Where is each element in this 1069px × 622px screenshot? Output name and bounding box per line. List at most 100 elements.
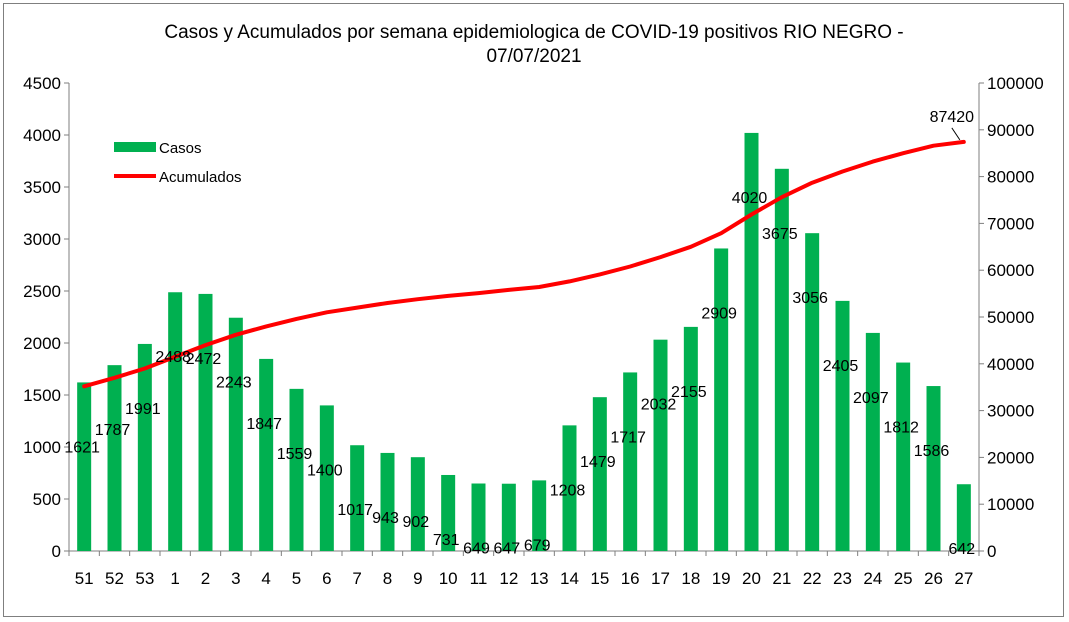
x-tick-label: 15: [590, 569, 609, 588]
data-label-casos: 1717: [610, 429, 646, 446]
y-left-tick-label: 4500: [23, 74, 61, 93]
bar-series-casos: [77, 132, 971, 552]
data-label-casos: 2032: [641, 397, 677, 414]
x-tick-label: 8: [383, 569, 392, 588]
y-left-tick-label: 1500: [23, 386, 61, 405]
bar-casos: [350, 445, 365, 551]
y-left-tick-label: 2000: [23, 334, 61, 353]
bar-casos: [501, 483, 516, 551]
legend-swatch-casos: [114, 142, 156, 152]
bar-casos: [623, 372, 638, 551]
data-label-casos: 4020: [732, 190, 768, 207]
x-tick-label: 4: [261, 569, 270, 588]
bar-casos: [532, 480, 547, 551]
bar-casos: [744, 132, 759, 552]
x-tick-label: 51: [75, 569, 94, 588]
legend-label-casos: Casos: [159, 140, 202, 157]
x-tick-label: 5: [292, 569, 301, 588]
bar-casos: [865, 332, 880, 551]
bar-casos: [410, 457, 425, 551]
data-label-casos: 647: [493, 541, 520, 558]
bar-casos: [835, 300, 850, 551]
x-tick-label: 25: [894, 569, 913, 588]
y-left-tick-label: 3000: [23, 230, 61, 249]
data-label-casos: 2243: [216, 375, 252, 392]
data-label-casos: 2097: [853, 390, 889, 407]
data-label-casos: 2472: [186, 351, 222, 368]
bar-casos: [805, 233, 820, 551]
x-tick-label: 2: [201, 569, 210, 588]
x-tick-label: 12: [499, 569, 518, 588]
chart-title-line1: Casos y Acumulados por semana epidemiolo…: [164, 22, 903, 43]
x-tick-label: 11: [470, 569, 488, 588]
data-label-acumulados-end: 87420: [930, 109, 975, 126]
bar-casos: [289, 388, 304, 551]
data-label-casos: 1847: [246, 416, 282, 433]
data-label-casos: 649: [463, 541, 490, 558]
bar-casos: [259, 358, 274, 551]
bar-casos: [926, 386, 941, 551]
bar-casos: [319, 405, 334, 551]
x-tick-label: 21: [772, 569, 791, 588]
bar-casos: [168, 292, 183, 551]
legend: Casos Acumulados: [114, 140, 242, 186]
data-label-casos: 2488: [155, 349, 191, 366]
data-label-casos: 1991: [125, 401, 161, 418]
data-label-casos: 679: [524, 537, 551, 554]
x-tick-label: 14: [560, 569, 579, 588]
data-label-casos: 1812: [883, 420, 919, 437]
bar-casos: [653, 339, 668, 551]
y-right-tick-label: 90000: [987, 121, 1034, 140]
leader-line-acumulados: [951, 127, 961, 141]
y-right-tick-label: 30000: [987, 402, 1034, 421]
bar-casos: [228, 317, 243, 551]
bar-casos: [683, 326, 698, 551]
x-tick-label: 22: [803, 569, 822, 588]
data-label-casos: 731: [433, 532, 460, 549]
data-label-casos: 1400: [307, 462, 343, 479]
x-tick-label: 1: [170, 569, 179, 588]
x-tick-label: 7: [352, 569, 361, 588]
x-tick-label: 26: [924, 569, 943, 588]
y-right-tick-label: 80000: [987, 168, 1034, 187]
y-right-tick-label: 0: [987, 542, 996, 561]
data-label-casos: 1621: [64, 439, 100, 456]
data-label-casos: 3056: [792, 290, 828, 307]
data-label-casos: 3675: [762, 226, 798, 243]
y-left-tick-label: 500: [33, 490, 61, 509]
bar-casos: [714, 248, 729, 552]
x-tick-label: 20: [742, 569, 761, 588]
data-label-casos: 2405: [823, 358, 859, 375]
x-tick-label: 6: [322, 569, 331, 588]
y-left-tick-label: 3500: [23, 178, 61, 197]
y-right-tick-label: 100000: [987, 74, 1044, 93]
y-left-tick-label: 0: [52, 542, 61, 561]
y-right-tick-label: 60000: [987, 261, 1034, 280]
x-tick-label: 13: [530, 569, 549, 588]
x-tick-label: 3: [231, 569, 240, 588]
line-series-acumulados: [82, 139, 966, 389]
x-tick-label: 52: [105, 569, 124, 588]
x-tick-label: 10: [439, 569, 458, 588]
bar-casos: [562, 425, 577, 551]
bar-casos: [956, 484, 971, 551]
data-label-casos: 1559: [277, 446, 313, 463]
chart-title-line2: 07/07/2021: [486, 46, 581, 67]
y-left-tick-label: 2500: [23, 282, 61, 301]
data-label-casos: 1586: [914, 443, 950, 460]
x-tick-label: 16: [621, 569, 640, 588]
x-tick-label: 53: [135, 569, 154, 588]
x-tick-label: 9: [413, 569, 422, 588]
bar-casos: [441, 474, 456, 551]
bar-casos: [471, 483, 486, 551]
bar-casos: [137, 343, 152, 551]
x-tick-label: 27: [954, 569, 973, 588]
data-label-casos: 1479: [580, 454, 616, 471]
y-right-tick-label: 40000: [987, 355, 1034, 374]
y-left-tick-label: 1000: [23, 438, 61, 457]
y-right-tick-label: 10000: [987, 495, 1034, 514]
x-tick-label: 24: [863, 569, 882, 588]
bar-casos: [592, 397, 607, 551]
y-right-tick-label: 50000: [987, 308, 1034, 327]
